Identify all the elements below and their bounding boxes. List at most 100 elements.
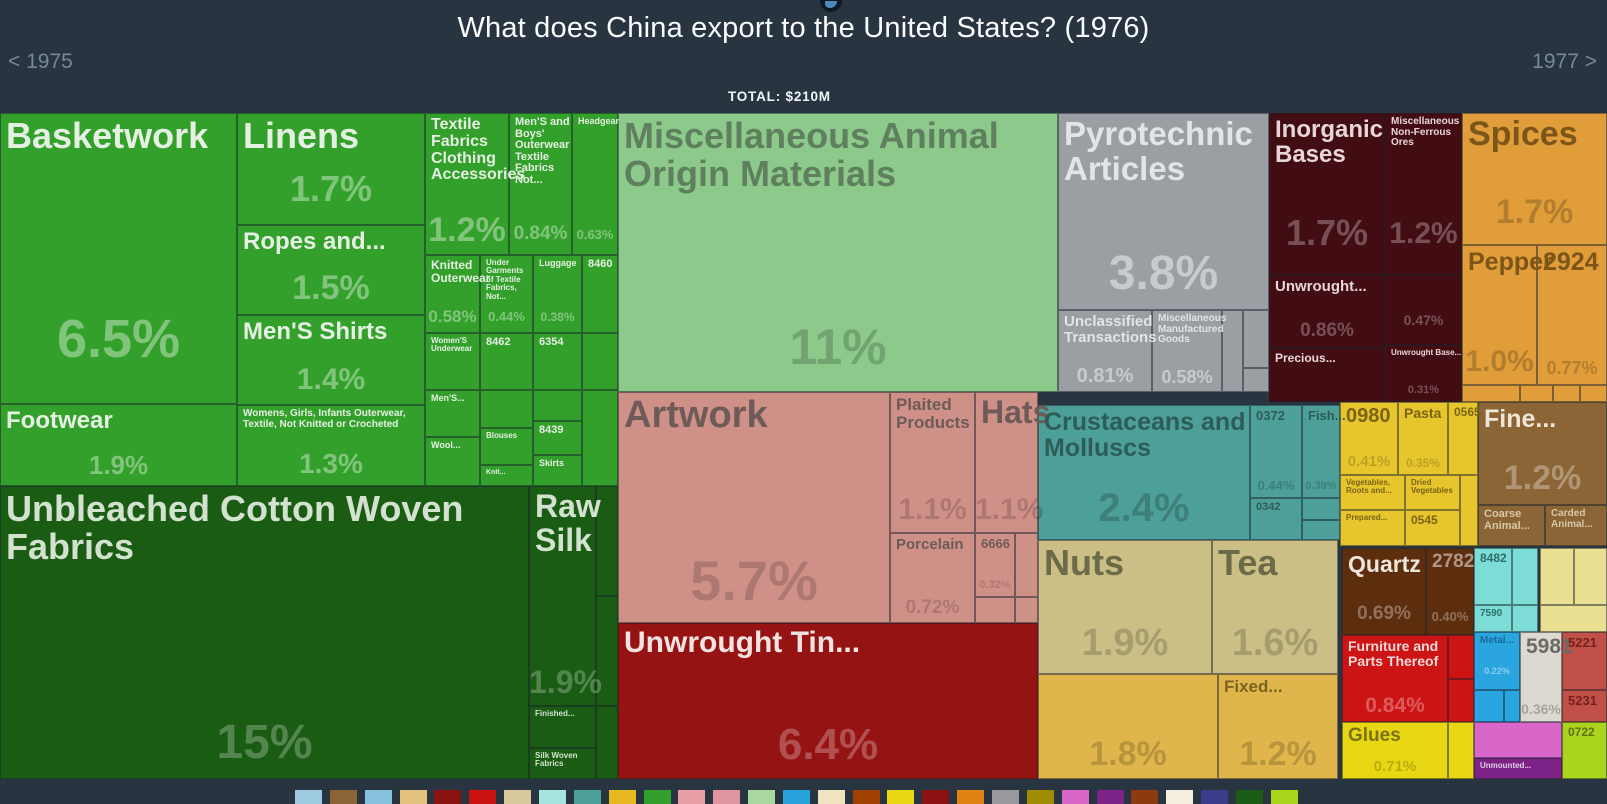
cell-fine[interactable]: Fine... 1.2% bbox=[1478, 402, 1607, 505]
cell-under-garments-of-textile-fabrics-not[interactable]: Under Garments of Textile Fabrics, Not..… bbox=[480, 255, 533, 333]
cell-unlabeled[interactable] bbox=[533, 390, 582, 421]
share-icon[interactable] bbox=[820, 0, 842, 12]
cell-footwear[interactable]: Footwear 1.9% bbox=[0, 404, 237, 486]
cell-8460[interactable]: 8460 bbox=[582, 255, 618, 333]
cell-unlabeled[interactable] bbox=[1540, 548, 1574, 605]
cell-unwrought-tin[interactable]: Unwrought Tin... 6.4% bbox=[618, 623, 1038, 779]
cell-silk-woven-fabrics[interactable]: Silk Woven Fabrics bbox=[529, 748, 596, 779]
cell-8482[interactable]: 8482 bbox=[1474, 548, 1512, 605]
cell-unlabeled[interactable] bbox=[596, 706, 618, 779]
cell-knitted-outerwear[interactable]: Knitted Outerwear 0.58% bbox=[425, 255, 490, 333]
cell-fixed[interactable]: Fixed... 1.2% bbox=[1218, 674, 1338, 779]
cell-plaited-products[interactable]: Plaited Products 1.1% bbox=[890, 392, 975, 533]
cell-unlabeled[interactable] bbox=[582, 390, 618, 486]
cell-crustaceans-and-molluscs[interactable]: Crustaceans and Molluscs 2.4% bbox=[1038, 405, 1250, 540]
cell-headgear[interactable]: Headgear 0.63% bbox=[572, 113, 619, 255]
cell-artwork[interactable]: Artwork 5.7% bbox=[618, 392, 890, 623]
cell-0980[interactable]: 0980 0.41% bbox=[1340, 402, 1398, 475]
cell-men-s-and-boys-outerwear-textile-fabrics-not[interactable]: Men'S and Boys' Outerwear Textile Fabric… bbox=[509, 113, 572, 255]
cell-unwrought-base[interactable]: Unwrought Base... 0.31% bbox=[1385, 345, 1462, 402]
cell-men-s-shirts[interactable]: Men'S Shirts 1.4% bbox=[237, 315, 425, 405]
cell-unlabeled[interactable] bbox=[1474, 722, 1562, 758]
cell-unlabeled[interactable] bbox=[1512, 548, 1538, 605]
cell-unlabeled[interactable] bbox=[1448, 635, 1474, 679]
cell-pasta[interactable]: Pasta 0.35% bbox=[1398, 402, 1448, 475]
cell-0342[interactable]: 0342 bbox=[1250, 498, 1302, 540]
cell-unlabeled[interactable] bbox=[1553, 385, 1580, 402]
cell-inorganic-bases[interactable]: Inorganic Bases 1.7% bbox=[1269, 113, 1385, 275]
cell-unlabeled[interactable]: 0.47% bbox=[1385, 275, 1462, 345]
cell-prepared[interactable]: Prepared... bbox=[1340, 510, 1405, 546]
cell-unclassified-transactions[interactable]: Unclassified Transactions 0.81% bbox=[1058, 310, 1157, 392]
cell-5221[interactable]: 5221 bbox=[1562, 632, 1607, 690]
cell-unlabeled[interactable] bbox=[1302, 498, 1340, 520]
cell-unlabeled[interactable] bbox=[1243, 368, 1269, 392]
cell-6354[interactable]: 6354 bbox=[533, 333, 582, 390]
cell-unlabeled[interactable] bbox=[1015, 597, 1038, 623]
cell-6666[interactable]: 6666 0.32% bbox=[975, 533, 1015, 597]
cell-unlabeled[interactable] bbox=[582, 333, 618, 390]
cell-unmounted[interactable]: Unmounted... bbox=[1474, 758, 1562, 779]
cell-vegetables-roots-and[interactable]: Vegetables, Roots and... bbox=[1340, 475, 1405, 510]
cell-0565[interactable]: 0565 bbox=[1448, 402, 1481, 475]
cell-linens[interactable]: Linens 1.7% bbox=[237, 113, 425, 225]
cell-5981[interactable]: 5981 0.36% bbox=[1520, 632, 1573, 722]
cell-furniture-and-parts-thereof[interactable]: Furniture and Parts Thereof 0.84% bbox=[1342, 635, 1448, 722]
cell-unlabeled[interactable] bbox=[1540, 605, 1607, 632]
cell-unlabeled[interactable] bbox=[1512, 605, 1538, 632]
cell-pyrotechnic-articles[interactable]: Pyrotechnic Articles 3.8% bbox=[1058, 113, 1269, 310]
cell-precious[interactable]: Precious... bbox=[1269, 348, 1385, 402]
cell-luggage[interactable]: Luggage 0.38% bbox=[533, 255, 582, 333]
cell-unlabeled[interactable] bbox=[1574, 548, 1607, 605]
next-year-link[interactable]: 1977 > bbox=[1532, 50, 1597, 73]
cell-5231[interactable]: 5231 bbox=[1562, 690, 1607, 722]
cell-unlabeled[interactable] bbox=[1448, 679, 1474, 722]
cell-metal[interactable]: Metal... 0.22% bbox=[1474, 632, 1520, 690]
cell-0545[interactable]: 0545 bbox=[1405, 510, 1460, 546]
cell-unwrought[interactable]: Unwrought... 0.86% bbox=[1269, 275, 1385, 348]
cell-unlabeled[interactable]: 1.8% bbox=[1038, 674, 1218, 779]
prev-year-link[interactable]: < 1975 bbox=[8, 50, 73, 73]
cell-basketwork[interactable]: Basketwork 6.5% bbox=[0, 113, 237, 404]
cell-unlabeled[interactable] bbox=[1460, 475, 1478, 546]
cell-skirts[interactable]: Skirts bbox=[533, 455, 582, 486]
cell-8439[interactable]: 8439 bbox=[533, 421, 582, 455]
cell-quartz[interactable]: Quartz 0.69% bbox=[1342, 548, 1426, 635]
cell-knit[interactable]: Knit... bbox=[480, 465, 533, 486]
cell-raw-silk[interactable]: Raw Silk 1.9% bbox=[529, 486, 602, 706]
cell-unlabeled[interactable] bbox=[1580, 385, 1607, 402]
cell-unlabeled[interactable] bbox=[1520, 385, 1553, 402]
cell-unlabeled[interactable] bbox=[1448, 722, 1474, 779]
cell-porcelain[interactable]: Porcelain 0.72% bbox=[890, 533, 975, 623]
cell-unbleached-cotton-woven-fabrics[interactable]: Unbleached Cotton Woven Fabrics 15% bbox=[0, 486, 529, 779]
cell-unlabeled[interactable] bbox=[1222, 310, 1243, 392]
cell-unlabeled[interactable] bbox=[1504, 690, 1520, 722]
cell-unlabeled[interactable] bbox=[596, 486, 618, 596]
cell-unlabeled[interactable] bbox=[1015, 533, 1038, 597]
cell-miscellaneous-non-ferrous-ores[interactable]: Miscellaneous Non-Ferrous Ores 1.2% bbox=[1385, 113, 1462, 275]
cell-nuts[interactable]: Nuts 1.9% bbox=[1038, 540, 1212, 674]
cell-hats[interactable]: Hats 1.1% bbox=[975, 392, 1050, 533]
cell-2924[interactable]: 2924 0.77% bbox=[1537, 245, 1607, 385]
cell-fish[interactable]: Fish... 0.39% bbox=[1302, 405, 1346, 498]
cell-men-s[interactable]: Men'S... bbox=[425, 390, 480, 437]
cell-ropes-and[interactable]: Ropes and... 1.5% bbox=[237, 225, 425, 315]
cell-tea[interactable]: Tea 1.6% bbox=[1212, 540, 1338, 674]
cell-glues[interactable]: Glues 0.71% bbox=[1342, 722, 1448, 779]
cell-pepper[interactable]: Pepper 1.0% bbox=[1462, 245, 1553, 385]
cell-unlabeled[interactable] bbox=[1302, 520, 1340, 540]
cell-8462[interactable]: 8462 bbox=[480, 333, 533, 390]
cell-textile-fabrics-clothing-accessories[interactable]: Textile Fabrics Clothing Accessories 1.2% bbox=[425, 113, 525, 255]
cell-dried-vegetables[interactable]: Dried Vegetables bbox=[1405, 475, 1460, 510]
cell-spices[interactable]: Spices 1.7% bbox=[1462, 113, 1607, 245]
cell-unlabeled[interactable] bbox=[1474, 690, 1504, 722]
cell-unlabeled[interactable] bbox=[1243, 310, 1269, 368]
cell-unlabeled[interactable] bbox=[1462, 385, 1520, 402]
cell-blouses[interactable]: Blouses bbox=[480, 428, 533, 465]
cell-women-s-underwear[interactable]: Women'S Underwear bbox=[425, 333, 480, 390]
cell-unlabeled[interactable] bbox=[975, 597, 1015, 623]
cell-womens-girls-infants-outerwear-textile-not-knitted-or-crocheted[interactable]: Womens, Girls, Infants Outerwear, Textil… bbox=[237, 405, 425, 486]
cell-unlabeled[interactable] bbox=[480, 390, 533, 428]
cell-wool[interactable]: Wool... bbox=[425, 437, 480, 486]
cell-finished[interactable]: Finished... bbox=[529, 706, 596, 748]
